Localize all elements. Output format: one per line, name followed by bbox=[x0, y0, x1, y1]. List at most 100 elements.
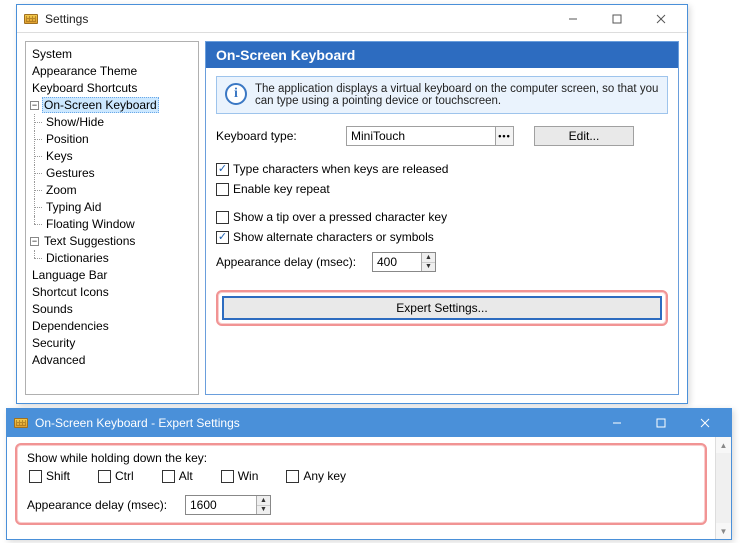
info-text: The application displays a virtual keybo… bbox=[255, 83, 659, 107]
modkey-alt[interactable]: Alt bbox=[162, 469, 193, 483]
spinner-up-icon[interactable]: ▲ bbox=[257, 496, 270, 506]
tree-item[interactable]: −On-Screen Keyboard Show/Hide Position Keys… bbox=[30, 97, 196, 233]
tree-item[interactable]: Floating Window bbox=[44, 216, 196, 233]
tree-item-label[interactable]: Dictionaries bbox=[44, 251, 111, 265]
tree-item[interactable]: Typing Aid bbox=[44, 199, 196, 216]
tree-item-label[interactable]: Show/Hide bbox=[44, 115, 106, 129]
modkey-ctrl[interactable]: Ctrl bbox=[98, 469, 134, 483]
tree-item[interactable]: Advanced bbox=[30, 352, 196, 369]
collapse-icon[interactable]: − bbox=[30, 101, 39, 110]
edit-button[interactable]: Edit... bbox=[534, 126, 634, 146]
keyboard-app-icon bbox=[23, 12, 39, 26]
modkey-shift[interactable]: Shift bbox=[29, 469, 70, 483]
delay-value-2[interactable]: 1600 bbox=[186, 496, 256, 514]
chk-tip[interactable]: Show a tip over a pressed character key bbox=[216, 210, 668, 224]
tree-item-label[interactable]: Sounds bbox=[30, 302, 75, 316]
tree-item-label[interactable]: Shortcut Icons bbox=[30, 285, 111, 299]
checkbox-icon[interactable] bbox=[286, 470, 299, 483]
settings-tree[interactable]: System Appearance Theme Keyboard Shortcuts… bbox=[25, 41, 199, 395]
tree-item-label[interactable]: Text Suggestions bbox=[42, 234, 137, 248]
tree-item[interactable]: Show/Hide bbox=[44, 114, 196, 131]
minimize-button[interactable] bbox=[595, 410, 639, 436]
vertical-scrollbar[interactable]: ▲ ▼ bbox=[715, 437, 731, 539]
tree-item[interactable]: Position bbox=[44, 131, 196, 148]
checkbox-icon[interactable] bbox=[98, 470, 111, 483]
tree-item[interactable]: Shortcut Icons bbox=[30, 284, 196, 301]
settings-window: Settings System Appearance Theme Keyboard … bbox=[16, 4, 688, 404]
spinner-down-icon[interactable]: ▼ bbox=[257, 506, 270, 515]
close-button[interactable] bbox=[683, 410, 727, 436]
checkbox-icon[interactable] bbox=[29, 470, 42, 483]
chk-repeat[interactable]: Enable key repeat bbox=[216, 182, 668, 196]
tree-item-label[interactable]: Keys bbox=[44, 149, 75, 163]
chk-release[interactable]: ✓ Type characters when keys are released bbox=[216, 162, 668, 176]
scroll-up-icon[interactable]: ▲ bbox=[716, 437, 731, 453]
tree-item-label[interactable]: On-Screen Keyboard bbox=[42, 97, 159, 113]
settings-titlebar[interactable]: Settings bbox=[17, 5, 687, 33]
expert-settings-button[interactable]: Expert Settings... bbox=[222, 296, 662, 320]
modkey-label: Shift bbox=[46, 469, 70, 483]
checkbox-icon[interactable]: ✓ bbox=[216, 163, 229, 176]
tree-item[interactable]: Dependencies bbox=[30, 318, 196, 335]
expert-settings-window: On-Screen Keyboard - Expert Settings Sho… bbox=[6, 408, 732, 540]
tree-item[interactable]: Sounds bbox=[30, 301, 196, 318]
info-box: i The application displays a virtual key… bbox=[216, 76, 668, 114]
checkbox-icon[interactable] bbox=[216, 183, 229, 196]
modkey-label: Ctrl bbox=[115, 469, 134, 483]
info-icon: i bbox=[225, 83, 247, 105]
tree-item-label[interactable]: Gestures bbox=[44, 166, 97, 180]
spinner-down-icon[interactable]: ▼ bbox=[422, 263, 435, 272]
delay-spinner-2[interactable]: 1600 ▲▼ bbox=[185, 495, 271, 515]
tree-item[interactable]: Language Bar bbox=[30, 267, 196, 284]
expert-title: On-Screen Keyboard - Expert Settings bbox=[35, 416, 595, 430]
tree-item[interactable]: Dictionaries bbox=[44, 250, 196, 267]
expert-group-highlight: Show while holding down the key: Shift Ct… bbox=[15, 443, 707, 525]
tree-item[interactable]: Zoom bbox=[44, 182, 196, 199]
checkbox-icon[interactable] bbox=[216, 211, 229, 224]
checkbox-icon[interactable] bbox=[162, 470, 175, 483]
checkbox-icon[interactable]: ✓ bbox=[216, 231, 229, 244]
expert-highlight: Expert Settings... bbox=[216, 290, 668, 326]
tree-item-label[interactable]: Position bbox=[44, 132, 91, 146]
expert-titlebar[interactable]: On-Screen Keyboard - Expert Settings bbox=[7, 409, 731, 437]
close-button[interactable] bbox=[639, 6, 683, 32]
tree-item-label[interactable]: Floating Window bbox=[44, 217, 137, 231]
tree-item-label[interactable]: Advanced bbox=[30, 353, 87, 367]
kbtype-combo[interactable]: MiniTouch ••• bbox=[346, 126, 514, 146]
keyboard-app-icon bbox=[13, 416, 29, 430]
tree-item-label[interactable]: Typing Aid bbox=[44, 200, 103, 214]
collapse-icon[interactable]: − bbox=[30, 237, 39, 246]
scroll-down-icon[interactable]: ▼ bbox=[716, 523, 731, 539]
tree-item-label[interactable]: System bbox=[30, 47, 74, 61]
chk-alt[interactable]: ✓ Show alternate characters or symbols bbox=[216, 230, 668, 244]
panel-header: On-Screen Keyboard bbox=[206, 42, 678, 68]
maximize-button[interactable] bbox=[595, 6, 639, 32]
spinner-up-icon[interactable]: ▲ bbox=[422, 253, 435, 263]
modkey-label: Win bbox=[238, 469, 259, 483]
tree-item-label[interactable]: Language Bar bbox=[30, 268, 109, 282]
tree-item[interactable]: Appearance Theme bbox=[30, 63, 196, 80]
settings-panel: On-Screen Keyboard i The application dis… bbox=[205, 41, 679, 395]
tree-item-label[interactable]: Appearance Theme bbox=[30, 64, 139, 78]
tree-item-label[interactable]: Dependencies bbox=[30, 319, 111, 333]
tree-item-label[interactable]: Security bbox=[30, 336, 77, 350]
maximize-button[interactable] bbox=[639, 410, 683, 436]
minimize-button[interactable] bbox=[551, 6, 595, 32]
settings-title: Settings bbox=[45, 12, 551, 26]
group-label: Show while holding down the key: bbox=[27, 451, 695, 465]
ellipsis-icon[interactable]: ••• bbox=[495, 127, 513, 145]
modkey-win[interactable]: Win bbox=[221, 469, 259, 483]
tree-item[interactable]: Keyboard Shortcuts bbox=[30, 80, 196, 97]
tree-item[interactable]: Security bbox=[30, 335, 196, 352]
tree-item[interactable]: Gestures bbox=[44, 165, 196, 182]
kbtype-value: MiniTouch bbox=[347, 129, 495, 143]
checkbox-icon[interactable] bbox=[221, 470, 234, 483]
tree-item-label[interactable]: Keyboard Shortcuts bbox=[30, 81, 139, 95]
tree-item-label[interactable]: Zoom bbox=[44, 183, 79, 197]
delay-spinner[interactable]: 400 ▲▼ bbox=[372, 252, 436, 272]
modkey-any-key[interactable]: Any key bbox=[286, 469, 346, 483]
tree-item[interactable]: Keys bbox=[44, 148, 196, 165]
delay-value[interactable]: 400 bbox=[373, 253, 421, 271]
tree-item[interactable]: −Text Suggestions Dictionaries bbox=[30, 233, 196, 267]
tree-item[interactable]: System bbox=[30, 46, 196, 63]
